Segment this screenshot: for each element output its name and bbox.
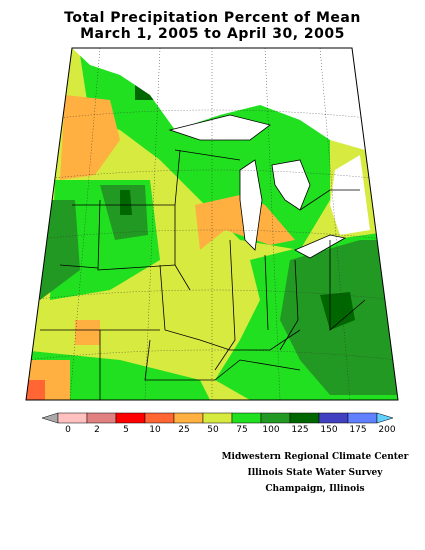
legend-label-5: 5 xyxy=(123,425,129,435)
legend-swatch-75 xyxy=(231,412,262,424)
legend-swatch-50 xyxy=(202,412,233,424)
legend-label-125: 125 xyxy=(291,425,309,435)
legend-label-2: 2 xyxy=(94,425,100,435)
outside-region-north xyxy=(72,48,365,150)
legend-label-150: 150 xyxy=(320,425,338,435)
legend-label-75: 75 xyxy=(236,425,248,435)
credit-line-2: Illinois State Water Survey xyxy=(247,468,383,478)
outside-region-ontario xyxy=(330,155,370,235)
legend-label-25: 25 xyxy=(178,425,190,435)
precip-zone-below-25 xyxy=(26,380,45,400)
map-frame xyxy=(25,47,399,401)
precip-zone-125-150-ohio xyxy=(320,292,355,330)
lake-michigan xyxy=(239,159,263,251)
legend-swatch-100 xyxy=(260,412,291,424)
legend-swatch-25 xyxy=(173,412,204,424)
legend-label-175: 175 xyxy=(349,425,367,435)
lake-superior xyxy=(168,114,271,141)
legend-low-arrow xyxy=(41,412,59,424)
legend-label-100: 100 xyxy=(262,425,280,435)
legend-label-50: 50 xyxy=(207,425,219,435)
state-boundaries xyxy=(40,149,366,400)
legend-label-0: 0 xyxy=(65,425,71,435)
legend-label-10: 10 xyxy=(149,425,161,435)
lat-lon-grid xyxy=(26,48,398,400)
legend-swatch-2 xyxy=(86,412,117,424)
credit-line-3: Champaign, Illinois xyxy=(265,484,365,494)
precip-zone-below-50-kansas xyxy=(75,320,100,345)
credit-line-1: Midwestern Regional Climate Center xyxy=(221,452,409,462)
color-legend xyxy=(41,412,394,424)
precip-zone-below-50-dakota xyxy=(60,95,120,180)
map-title: Total Precipitation Percent of Mean xyxy=(64,10,361,26)
legend-swatch-125 xyxy=(289,412,320,424)
lake-erie xyxy=(294,234,347,259)
legend-swatch-5 xyxy=(115,412,146,424)
legend-swatch-175 xyxy=(347,412,378,424)
legend-swatch-150 xyxy=(318,412,349,424)
legend-swatch-0 xyxy=(57,412,88,424)
map-subtitle: March 1, 2005 to April 30, 2005 xyxy=(80,26,345,42)
legend-swatch-200 xyxy=(376,412,394,424)
map-area xyxy=(26,48,398,400)
legend-swatch-10 xyxy=(144,412,175,424)
precip-zone-125-150-mn xyxy=(120,190,132,215)
legend-label-200: 200 xyxy=(378,425,396,435)
